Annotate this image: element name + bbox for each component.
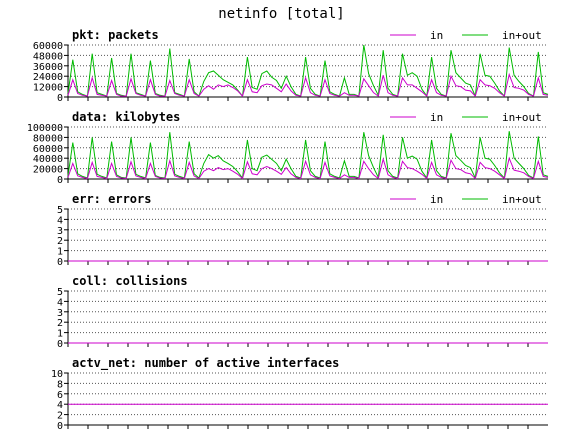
ytick-label-pkt-1: 12000: [33, 83, 63, 94]
ytick-label-coll-5: 5: [57, 287, 63, 298]
ytick-label-coll-3: 3: [57, 308, 63, 319]
series-line-data-in: [67, 156, 549, 180]
ytick-label-coll-2: 2: [57, 318, 63, 329]
legend-label-pkt-inout: in+out: [502, 29, 542, 42]
legend-label-data-in: in: [430, 111, 443, 124]
legend-label-err-in: in: [430, 193, 443, 206]
panel-title-coll: coll: collisions: [72, 274, 188, 288]
ytick-label-err-0: 0: [57, 257, 63, 268]
ytick-label-actv_net-4: 8: [57, 379, 63, 390]
ytick-label-actv_net-5: 10: [51, 369, 63, 380]
ytick-label-actv_net-3: 6: [57, 390, 63, 401]
ytick-label-coll-0: 0: [57, 339, 63, 350]
ytick-label-data-0: 0: [57, 175, 63, 186]
ytick-label-data-2: 40000: [33, 154, 63, 165]
ytick-label-coll-4: 4: [57, 297, 63, 308]
ytick-label-actv_net-2: 4: [57, 400, 63, 411]
series-line-data-inout: [67, 131, 549, 180]
ytick-label-data-3: 60000: [33, 144, 63, 155]
panel-title-pkt: pkt: packets: [72, 28, 159, 42]
panel-title-actv_net: actv_net: number of active interfaces: [72, 356, 339, 371]
ytick-label-data-4: 80000: [33, 133, 63, 144]
series-line-pkt-inout: [67, 44, 549, 99]
panel-title-err: err: errors: [72, 192, 151, 206]
ytick-label-actv_net-1: 2: [57, 411, 63, 422]
ytick-label-err-4: 4: [57, 215, 63, 226]
legend-label-pkt-in: in: [430, 29, 443, 42]
ytick-label-data-1: 20000: [33, 165, 63, 176]
ytick-label-err-1: 1: [57, 247, 63, 258]
ytick-label-pkt-2: 24000: [33, 72, 63, 83]
ytick-label-err-3: 3: [57, 226, 63, 237]
ytick-label-data-5: 100000: [27, 123, 63, 134]
ytick-label-actv_net-0: 0: [57, 421, 63, 432]
ytick-label-pkt-4: 48000: [33, 51, 63, 62]
series-line-pkt-in: [67, 72, 549, 98]
legend-label-err-inout: in+out: [502, 193, 542, 206]
ytick-label-coll-1: 1: [57, 329, 63, 340]
ytick-label-err-2: 2: [57, 236, 63, 247]
ytick-label-pkt-3: 36000: [33, 62, 63, 73]
ytick-label-pkt-5: 60000: [33, 41, 63, 52]
panel-title-data: data: kilobytes: [72, 110, 180, 124]
ytick-label-pkt-0: 0: [57, 93, 63, 104]
legend-label-data-inout: in+out: [502, 111, 542, 124]
ytick-label-err-5: 5: [57, 205, 63, 216]
page-title: netinfo [total]: [218, 6, 345, 22]
